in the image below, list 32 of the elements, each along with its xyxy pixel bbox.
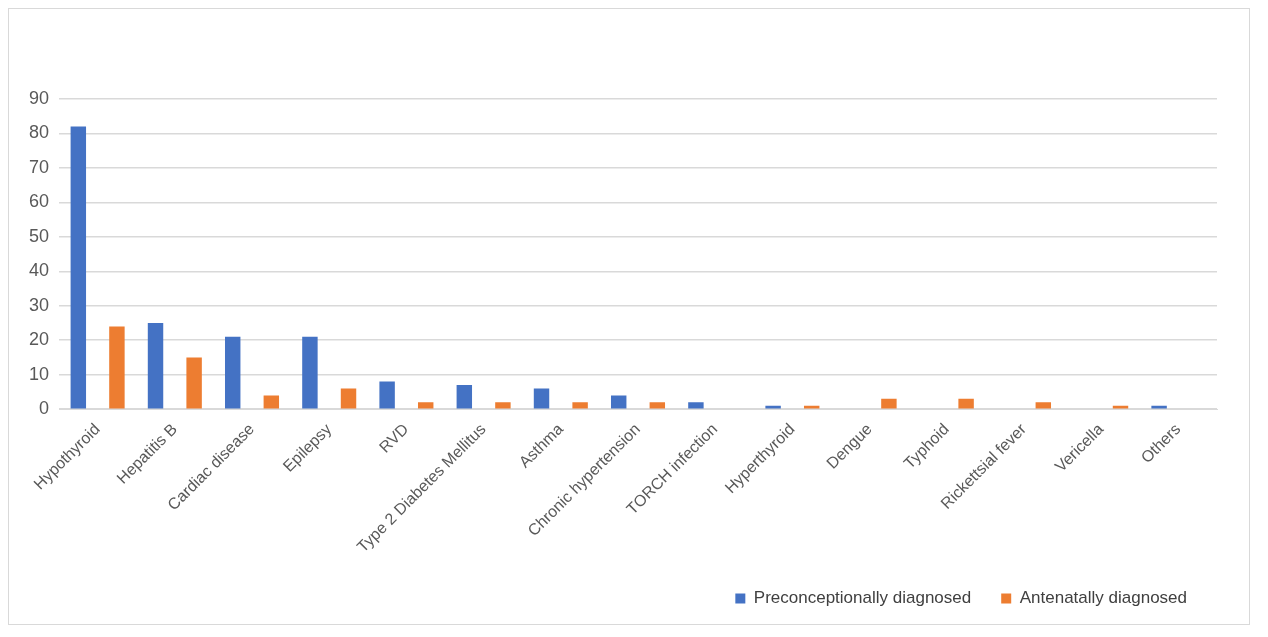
legend-label: Antenatally diagnosed (1019, 588, 1187, 608)
bar (70, 126, 87, 409)
bar (340, 388, 357, 409)
y-tick-label: 60 (28, 191, 50, 212)
y-tick-label: 10 (28, 363, 50, 384)
y-tick-label: 30 (28, 294, 50, 315)
y-tick-label: 90 (28, 87, 50, 108)
y-tick-label: 80 (28, 122, 50, 143)
y-tick-label: 40 (28, 260, 50, 281)
bar (186, 357, 202, 409)
bar (533, 388, 550, 409)
bar (456, 385, 473, 409)
y-tick-label: 0 (39, 398, 50, 419)
bar (147, 323, 164, 409)
bar (109, 326, 125, 409)
bar (302, 336, 318, 409)
y-tick-label: 70 (28, 156, 50, 177)
legend-label: Preconceptionally diagnosed (753, 588, 972, 608)
bar (572, 402, 588, 409)
bar (418, 402, 434, 409)
y-tick-label: 50 (28, 225, 50, 246)
bar (958, 398, 974, 409)
bar (379, 381, 395, 409)
bar (649, 402, 666, 409)
bar (610, 395, 627, 409)
bar (263, 395, 280, 409)
bar (688, 402, 704, 409)
y-tick-label: 20 (28, 329, 50, 350)
bar (495, 402, 511, 409)
bar (1035, 402, 1052, 409)
bar (225, 336, 241, 409)
bar (881, 398, 897, 409)
